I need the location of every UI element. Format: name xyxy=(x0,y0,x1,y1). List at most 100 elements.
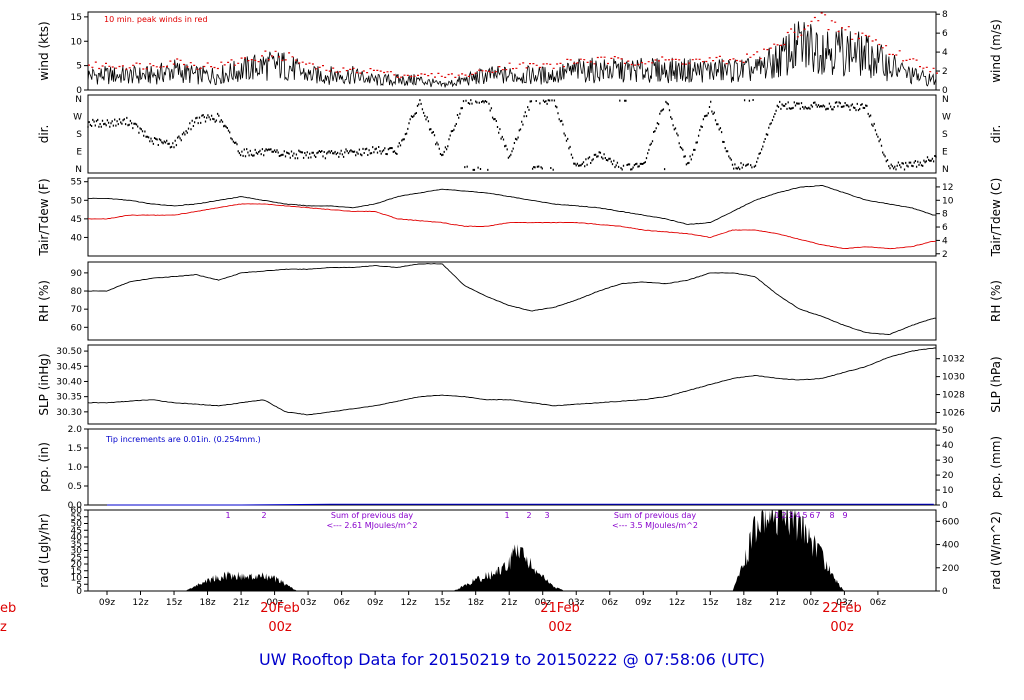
series-area-rad-2 xyxy=(732,510,845,591)
rad-marker-label: 7 xyxy=(815,511,820,520)
y-tick-label-pcp: 0.0 xyxy=(68,501,83,511)
y-axis-label-right-pcp: pcp. (mm) xyxy=(989,436,1003,498)
date-label-20feb-hour: 00z xyxy=(268,620,292,635)
series-line-temp-0 xyxy=(87,184,936,225)
y-tick-label-right-temp: 8 xyxy=(942,210,948,220)
series-line-slp-0 xyxy=(87,347,936,416)
y-axis-label-right-rh: RH (%) xyxy=(989,280,1003,322)
y-tick-label-rh: 70 xyxy=(71,305,83,315)
y-tick-label-pcp: 1.0 xyxy=(68,463,83,473)
x-tick-label: 03z xyxy=(836,598,852,608)
dir-tick-label-right: E xyxy=(942,148,948,158)
x-tick-label: 21z xyxy=(769,598,785,608)
pcp-note: Tip increments are 0.01in. (0.254mm.) xyxy=(105,435,261,444)
y-tick-label-rad: 45 xyxy=(71,526,82,536)
y-tick-label-rh: 60 xyxy=(71,323,83,333)
series-line-temp-1 xyxy=(88,203,937,250)
y-tick-label-slp: 30.50 xyxy=(56,347,82,357)
y-axis-label-right-dir: dir. xyxy=(989,125,1003,144)
y-tick-label-right-rad: 600 xyxy=(942,517,959,527)
x-tick-label: 06z xyxy=(870,598,886,608)
date-label-20feb: 20Feb xyxy=(260,601,300,616)
dir-tick-label: E xyxy=(76,148,82,158)
panel-frame-slp xyxy=(87,344,937,425)
y-tick-label-slp: 30.30 xyxy=(56,408,82,418)
date-label-21feb: 21Feb xyxy=(540,601,580,616)
y-tick-label-wind: 5 xyxy=(76,62,82,72)
y-tick-label-slp: 30.45 xyxy=(56,362,82,372)
series-line-rh-0 xyxy=(87,263,936,335)
y-axis-label-pcp: pcp. (in) xyxy=(37,442,51,492)
rad-marker-label: 5 xyxy=(802,511,807,520)
dir-tick-label: S xyxy=(76,130,82,140)
y-tick-label-wind: 15 xyxy=(71,13,82,23)
y-tick-label-rad: 60 xyxy=(71,506,83,516)
rad-marker-label: 9 xyxy=(842,511,847,520)
x-tick-label: 15z xyxy=(434,598,450,608)
y-axis-label-right-temp: Tair/Tdew (C) xyxy=(989,178,1003,258)
y-tick-label-right-temp: 12 xyxy=(942,183,953,193)
y-tick-label-temp: 40 xyxy=(71,233,83,243)
x-tick-label: 06z xyxy=(602,598,618,608)
series-points-dir xyxy=(87,99,937,171)
x-tick-label: 21z xyxy=(501,598,517,608)
series-area-rad-1 xyxy=(453,544,566,591)
date-label-22feb-hour: 00z xyxy=(830,620,854,635)
y-axis-label-slp: SLP (inHg) xyxy=(37,353,51,415)
footer-start-date: 20150219 xyxy=(428,650,511,669)
date-label-22feb: 22Feb xyxy=(822,601,862,616)
dir-tick-label: N xyxy=(75,95,82,105)
rad-marker-label: 2 xyxy=(781,511,786,520)
y-tick-label-right-wind: 8 xyxy=(942,10,948,20)
footer-to: to xyxy=(515,650,532,669)
dir-tick-label-right: W xyxy=(942,113,951,123)
y-tick-label-rad: 0 xyxy=(76,587,82,597)
y-tick-label-wind: 10 xyxy=(71,37,83,47)
rad-summary-label: Sum of previous day xyxy=(331,511,413,520)
y-tick-label-right-temp: 2 xyxy=(942,250,948,260)
panel-frame-dir xyxy=(87,94,937,174)
x-tick-label: 18z xyxy=(199,598,215,608)
y-tick-label-rad: 10 xyxy=(71,574,83,584)
y-axis-label-rad: rad (Lgly/hr) xyxy=(37,513,51,587)
rad-marker-label: 2 xyxy=(261,511,266,520)
dir-tick-label-right: N xyxy=(942,95,949,105)
rad-summary-total: <--- 3.5 MJoules/m^2 xyxy=(612,521,698,530)
y-tick-label-right-pcp: 50 xyxy=(942,426,954,436)
x-tick-label: 03z xyxy=(568,598,584,608)
y-tick-label-pcp: 0.5 xyxy=(68,482,82,492)
footer-at-time: @ 07:58:06 xyxy=(622,650,716,669)
rad-marker-label: 3 xyxy=(544,511,549,520)
y-tick-label-slp: 30.40 xyxy=(56,377,82,387)
rad-summary-total: <--- 2.61 MJoules/m^2 xyxy=(326,521,417,530)
date-label-21feb-hour: 00z xyxy=(548,620,572,635)
x-tick-label: 09z xyxy=(635,598,651,608)
rad-marker-label: 8 xyxy=(829,511,834,520)
y-tick-label-right-pcp: 0 xyxy=(942,501,948,511)
dir-tick-label: W xyxy=(73,113,82,123)
y-tick-label-right-wind: 6 xyxy=(942,29,948,39)
dir-tick-label: N xyxy=(75,165,82,175)
y-tick-label-right-wind: 2 xyxy=(942,67,948,77)
x-tick-label: 15z xyxy=(166,598,182,608)
y-tick-label-rad: 25 xyxy=(71,553,82,563)
y-tick-label-right-pcp: 40 xyxy=(942,441,954,451)
y-tick-label-wind: 0 xyxy=(76,86,82,96)
y-tick-label-right-slp: 1026 xyxy=(942,409,965,419)
y-tick-label-pcp: 2.0 xyxy=(68,425,83,435)
y-tick-label-pcp: 1.5 xyxy=(68,444,82,454)
y-axis-label-wind: wind (kts) xyxy=(37,21,51,80)
y-tick-label-right-temp: 4 xyxy=(942,236,948,246)
series-peaks-wind xyxy=(88,12,938,78)
y-tick-label-right-rad: 0 xyxy=(942,587,948,597)
y-tick-label-right-pcp: 20 xyxy=(942,471,954,481)
x-tick-label: 15z xyxy=(702,598,718,608)
rad-marker-label: 6 xyxy=(809,511,814,520)
y-axis-label-dir: dir. xyxy=(37,125,51,144)
series-area-rad-0 xyxy=(185,571,297,591)
y-axis-label-temp: Tair/Tdew (F) xyxy=(37,178,51,256)
panel-frame-temp xyxy=(87,177,937,257)
y-axis-label-right-rad: rad (W/m^2) xyxy=(989,511,1003,589)
y-tick-label-right-wind: 4 xyxy=(942,48,948,58)
rad-marker-label: 3 xyxy=(788,511,793,520)
